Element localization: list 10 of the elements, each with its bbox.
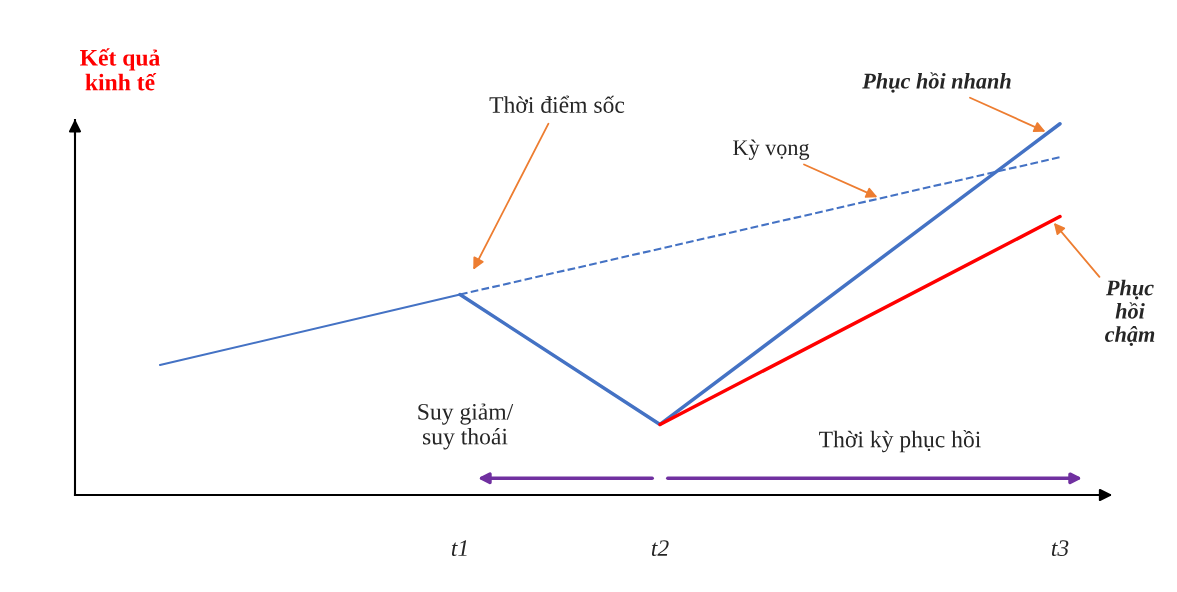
text: Thời điểm sốc — [489, 95, 625, 113]
x-tick-label: t3 — [1051, 540, 1069, 557]
text: Kỳ vọng — [733, 139, 810, 160]
text: Phục hồi nhanh — [862, 72, 1011, 93]
annotation: Thời kỳ phục hồi — [819, 430, 981, 453]
x-tick-label: t2 — [651, 540, 669, 557]
x-tick-label: t1 — [451, 540, 467, 557]
text: Phục hồi chậm — [1105, 279, 1155, 347]
y-axis-title: Kết quả kinh tế — [80, 48, 160, 91]
annotation: Suy giảm/ suy thoái — [418, 403, 514, 450]
